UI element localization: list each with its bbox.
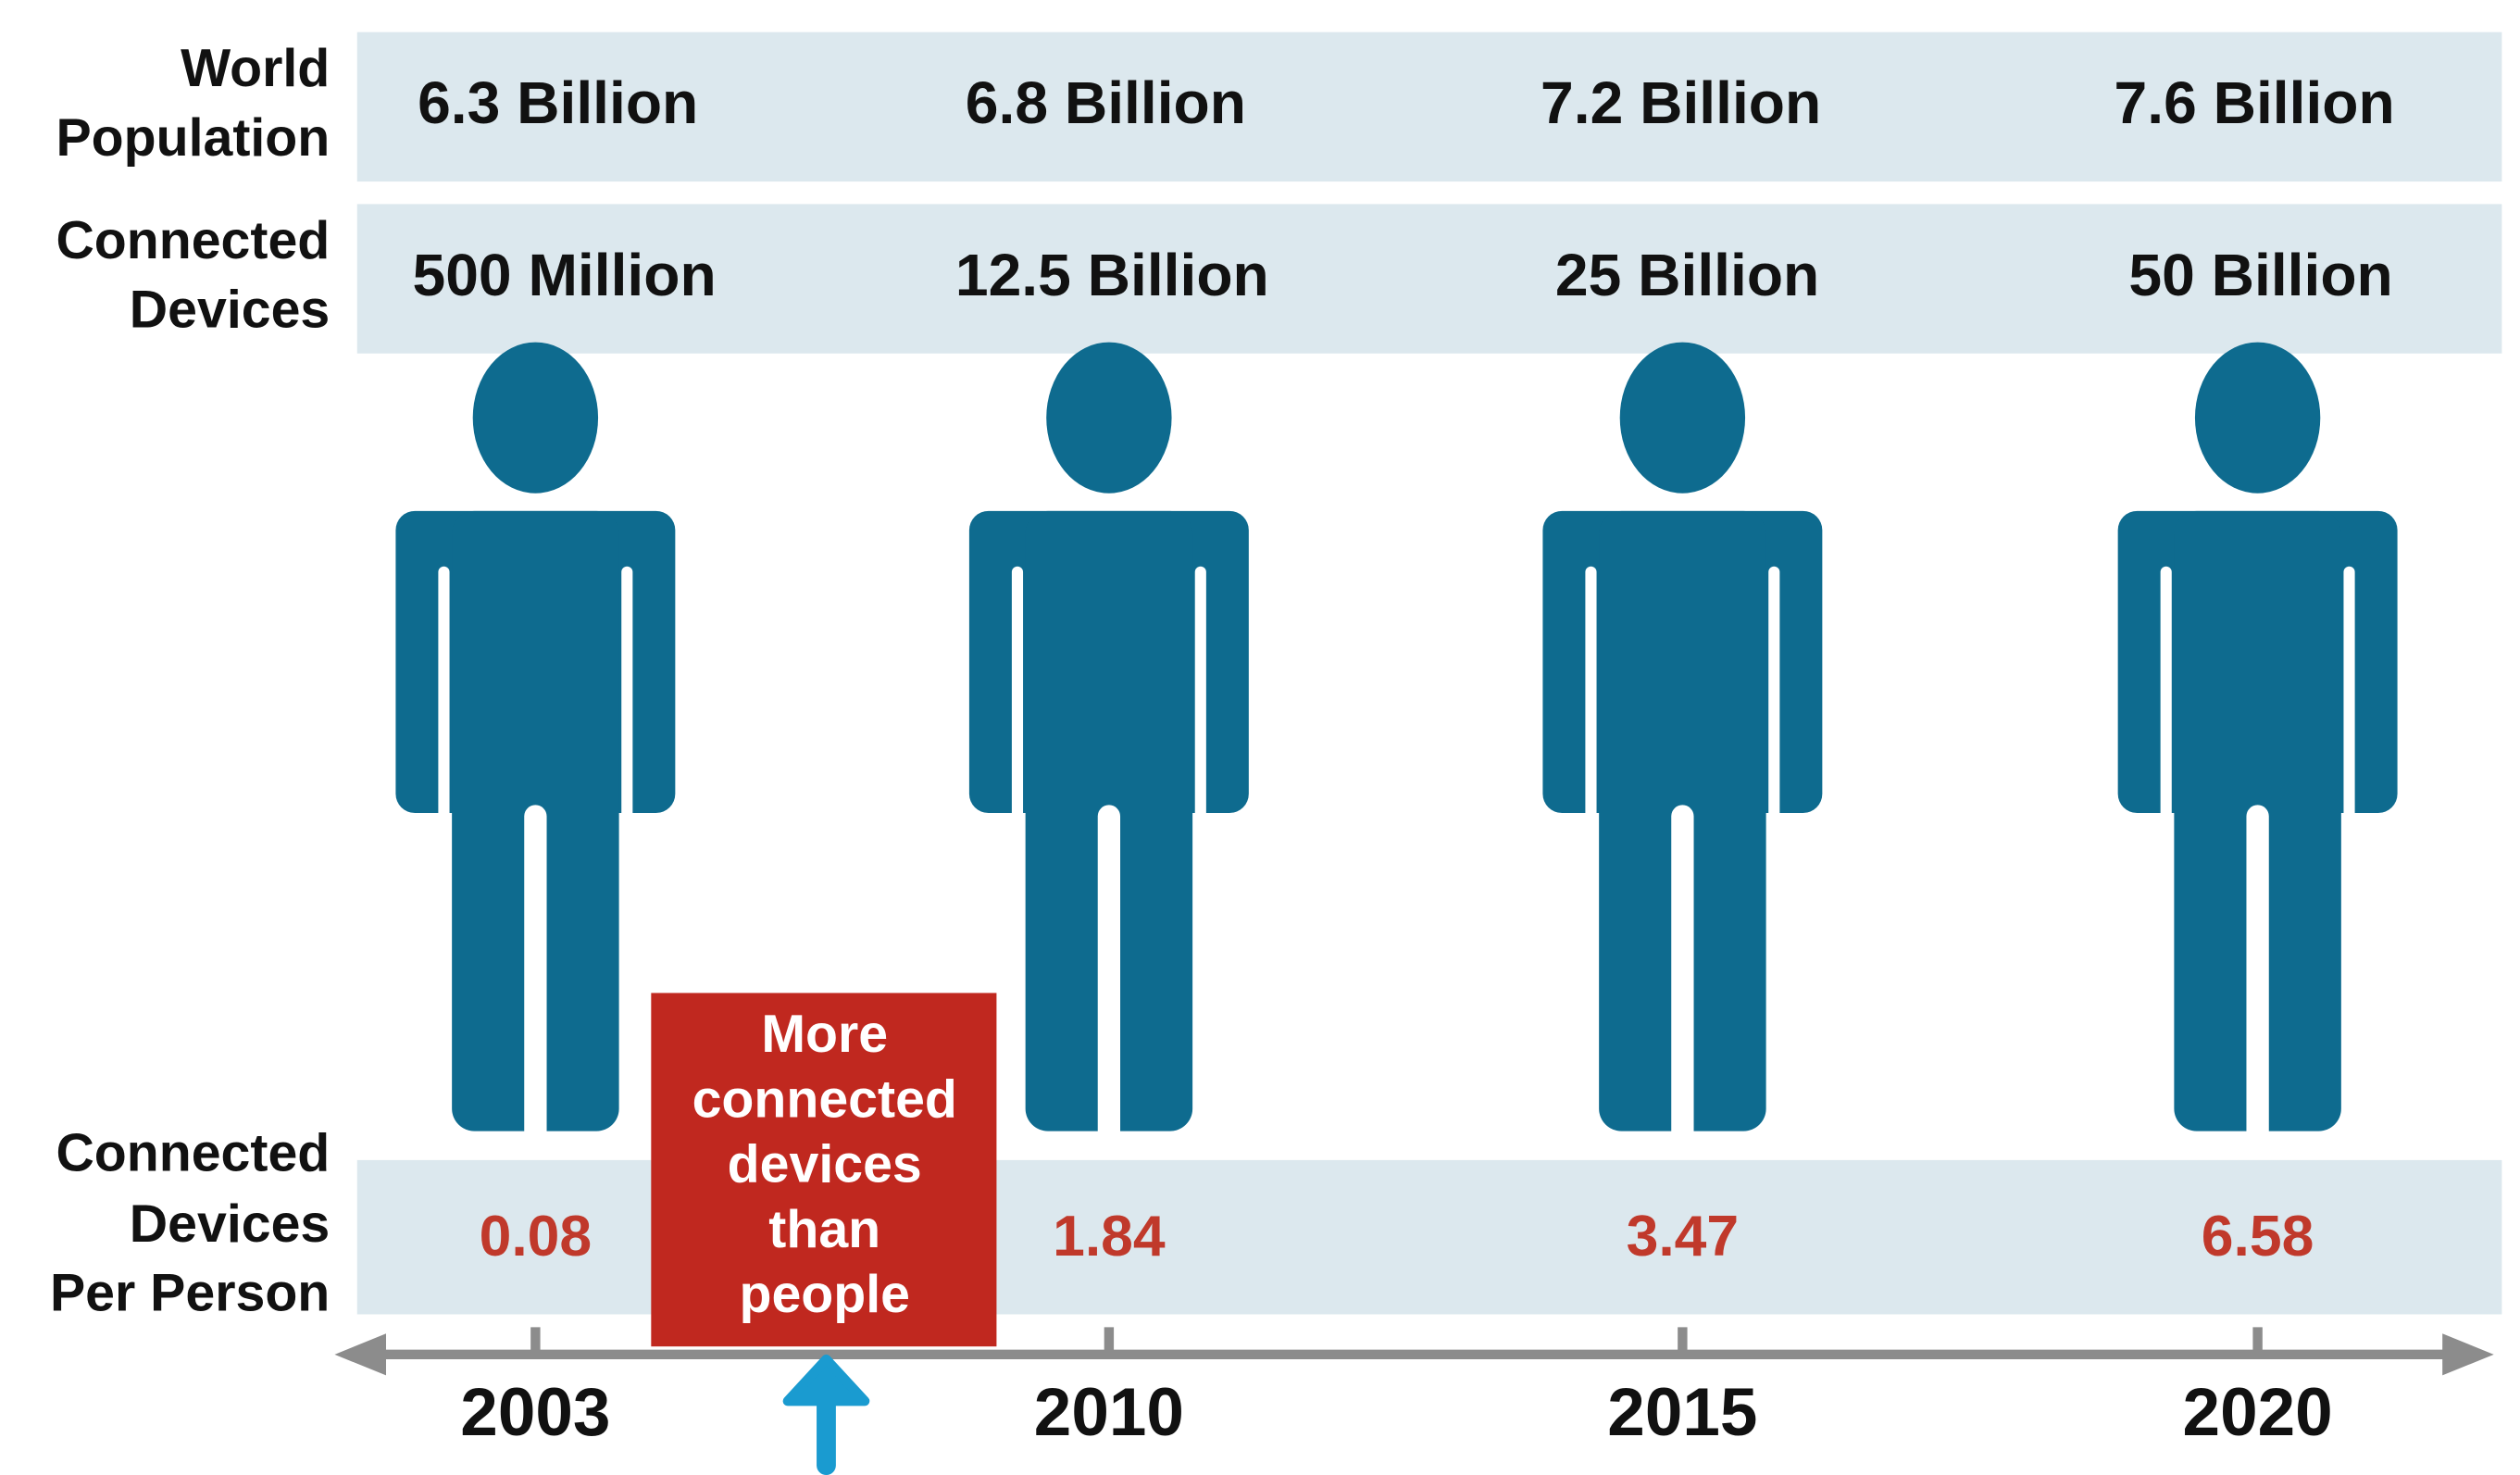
year-label: 2003	[460, 1375, 610, 1450]
population-value: 7.6 Billion	[2115, 69, 2395, 136]
row-label: Connected	[56, 1124, 330, 1183]
devices-band	[356, 204, 2502, 354]
callout-text: than	[768, 1200, 880, 1259]
devices-value: 12.5 Billion	[955, 242, 1269, 308]
year-label: 2015	[1607, 1375, 1757, 1450]
per-person-value: 3.47	[1627, 1204, 1740, 1269]
per-person-value: 1.84	[1053, 1204, 1166, 1269]
row-label: Per Person	[50, 1264, 330, 1323]
year-label: 2020	[2183, 1375, 2333, 1450]
population-value: 6.3 Billion	[418, 69, 698, 136]
row-label: Devices	[130, 1194, 330, 1254]
row-label: Population	[56, 108, 330, 168]
figure-head	[1619, 342, 1746, 494]
per-person-value: 0.08	[480, 1204, 593, 1269]
row-label: World	[181, 39, 330, 98]
population-value: 6.8 Billion	[966, 69, 1246, 136]
callout-box	[651, 993, 997, 1347]
timeline-arrow-right	[2442, 1333, 2494, 1376]
timeline-arrow-left	[334, 1333, 386, 1376]
row-label: Devices	[130, 281, 330, 340]
callout-text: devices	[728, 1135, 922, 1194]
row-label: Connected	[56, 211, 330, 270]
callout-text: connected	[692, 1069, 957, 1129]
figure-head	[472, 342, 599, 494]
year-label: 2010	[1034, 1375, 1184, 1450]
devices-value: 25 Billion	[1555, 242, 1819, 308]
callout-arrow-head	[782, 1354, 870, 1406]
population-band	[356, 31, 2502, 182]
callout-text: More	[761, 1005, 888, 1064]
devices-value: 500 Million	[413, 242, 717, 308]
devices-value: 50 Billion	[2128, 242, 2392, 308]
callout-text: people	[739, 1265, 910, 1324]
per-person-value: 6.58	[2202, 1204, 2314, 1269]
population-value: 7.2 Billion	[1541, 69, 1821, 136]
figure-head	[1046, 342, 1172, 494]
figure-head	[2194, 342, 2321, 494]
